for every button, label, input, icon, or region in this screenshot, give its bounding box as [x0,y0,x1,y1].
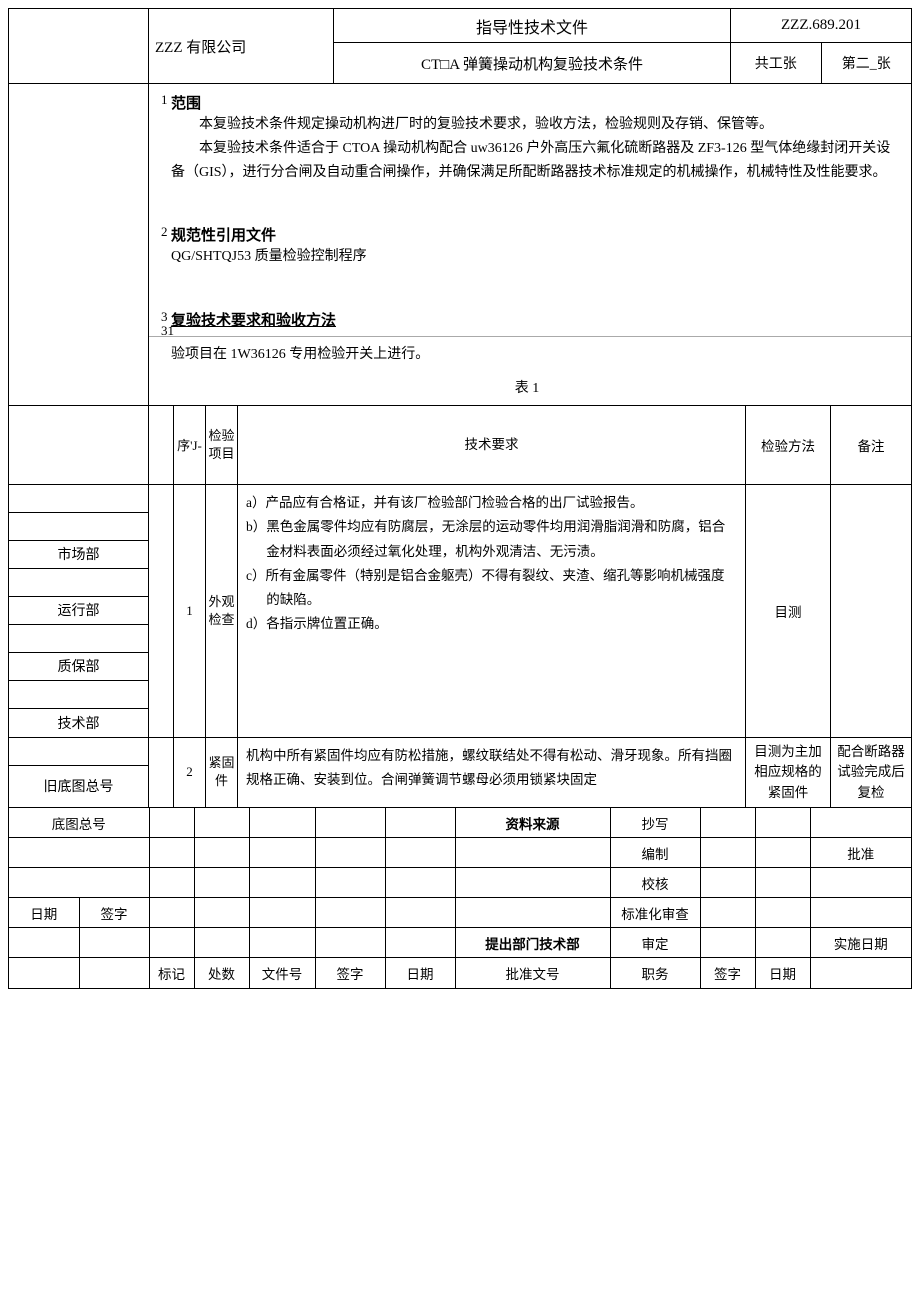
sec2-p1: QG/SHTQJ53 质量检验控制程序 [171,245,897,269]
footer-count: 处数 [194,958,249,988]
sec1-p2: 本复验技术条件适合于 CTOA 操动机构配合 uw36126 户外高压六氟化硫断… [171,137,897,185]
dept-blank4 [9,625,148,653]
table1-row2: 旧底图总号 2 紧固件 机构中所有紧固件均应有防松措施，螺纹联结处不得有松动、滑… [9,738,911,808]
dept-old: 旧底图总号 [9,766,148,807]
footer-mark: 标记 [149,958,194,988]
footer-sign: 签字 [79,898,149,928]
doc-subtitle: CT□A 弹簧操动机构复验技术条件 [334,43,731,83]
req-b: b）黑色金属零件均应有防腐层，无涂层的运动零件均用润滑脂润滑和防腐，铝合金材料表… [246,515,737,564]
footer-std: 标准化审查 [610,898,700,928]
table1-row1: 市场部 运行部 质保部 技术部 1 外观检查 a）产品应有合格证，并有该厂检验部… [9,485,911,738]
row2-item: 紧固件 [206,738,238,807]
footer-approvalno: 批准文号 [455,958,610,988]
dept-qa: 质保部 [9,653,148,681]
row1-req: a）产品应有合格证，并有该厂检验部门检验合格的出厂试验报告。 b）黑色金属零件均… [238,485,746,737]
sec1-title: 范围 [171,96,201,112]
sec2-title: 规范性引用文件 [171,228,276,244]
dept-market: 市场部 [9,541,148,569]
req-c: c）所有金属零件（特别是铝合金躯壳）不得有裂纹、夹渣、缩孔等影响机械强度的缺陷。 [246,564,737,613]
body-upper: 1 范围 本复验技术条件规定操动机构进厂时的复验技术要求，验收方法，检验规则及存… [9,84,911,405]
footer-role: 职务 [610,958,700,988]
req-d: d）各指示牌位置正确。 [246,612,737,636]
col-method: 检验方法 [746,406,831,484]
dept-blank5 [9,681,148,709]
mid-blank [149,406,174,484]
row2-req: 机构中所有紧固件均应有防松措施，螺纹联结处不得有松动、滑牙现象。所有挡圈规格正确… [238,738,746,807]
row1-item: 外观检查 [206,485,238,737]
sec2-num: 2 [161,224,168,240]
sec31-num: 31 [161,323,174,339]
footer-sign3: 签字 [700,958,755,988]
footer-ditu: 底图总号 [9,808,149,838]
footer-compile: 编制 [610,838,700,868]
col-req: 技术要求 [238,406,746,484]
dept-blank3 [9,569,148,597]
page-number: 第二_张 [822,43,912,83]
doc-type: 指导性技术文件 [334,9,731,42]
body-left-blank [9,84,149,405]
document-page: ZZZ 有限公司 指导性技术文件 ZZZ.689.201 CT□A 弹簧操动机构… [8,8,912,989]
col-item: 检验项目 [206,406,238,484]
dept-ops: 运行部 [9,597,148,625]
footer-review: 审定 [610,928,700,958]
row2-seq: 2 [174,738,206,807]
row1-method: 目测 [746,485,831,737]
footer-approve: 批准 [810,838,911,868]
footer-source: 资料来源 [455,808,610,838]
footer-date2: 日期 [385,958,455,988]
dept-blank6 [9,738,148,766]
header-blank [9,9,149,83]
dept-tech: 技术部 [9,709,148,737]
footer-check: 校核 [610,868,700,898]
footer-table: 底图总号 资料来源 抄写 编制 批准 [9,808,911,988]
body-content: 1 范围 本复验技术条件规定操动机构进厂时的复验技术要求，验收方法，检验规则及存… [149,84,911,405]
footer-dept: 提出部门技术部 [455,928,610,958]
sec1-num: 1 [161,92,168,108]
req-a: a）产品应有合格证，并有该厂检验部门检验合格的出厂试验报告。 [246,491,737,515]
dept-blank2 [9,513,148,541]
dept-col2: 旧底图总号 [9,738,149,807]
row1-seq: 1 [174,485,206,737]
footer-date: 日期 [9,898,79,928]
table1-header: 序'J- 检验项目 技术要求 检验方法 备注 [9,405,911,485]
dept-column: 市场部 运行部 质保部 技术部 [9,485,149,737]
mid-blank1 [149,485,174,737]
footer-copy: 抄写 [610,808,700,838]
sec1-p1: 本复验技术条件规定操动机构进厂时的复验技术要求，验收方法，检验规则及存销、保管等… [171,113,897,137]
doc-number: ZZZ.689.201 [731,9,911,42]
sec3-title: 复验技术要求和验收方法 [171,313,336,329]
row2-note: 配合断路器试验完成后复检 [831,738,911,807]
footer-fileno: 文件号 [249,958,315,988]
sec3-p1: 验项目在 1W36126 专用检验开关上进行。 [171,343,897,367]
dept-blank1 [9,485,148,513]
footer-impl: 实施日期 [810,928,911,958]
footer-date3: 日期 [755,958,810,988]
footer-sign2: 签字 [315,958,385,988]
col-note: 备注 [831,406,911,484]
doc-header: ZZZ 有限公司 指导性技术文件 ZZZ.689.201 CT□A 弹簧操动机构… [9,9,911,84]
table1-caption: 表 1 [157,377,897,397]
company-cell: ZZZ 有限公司 [149,9,334,83]
total-pages: 共工张 [731,43,822,83]
mid-blank2 [149,738,174,807]
row1-note [831,485,911,737]
col-seq: 序'J- [174,406,206,484]
row2-method: 目测为主加相应规格的紧固件 [746,738,831,807]
insp-left-blank [9,406,149,484]
